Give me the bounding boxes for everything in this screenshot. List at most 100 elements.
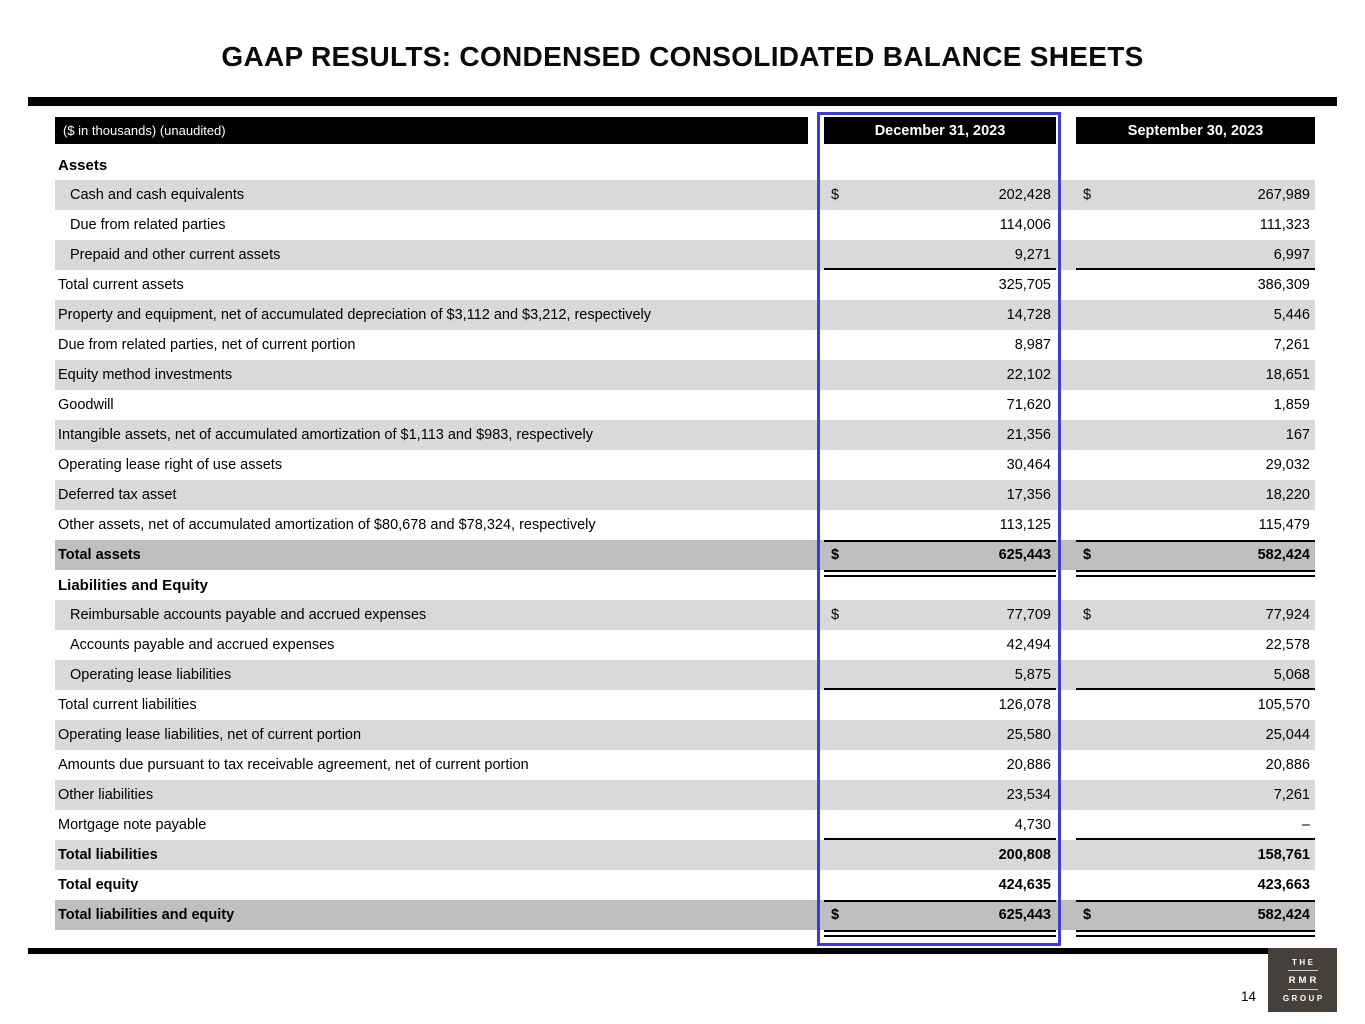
row-label: Due from related parties — [70, 217, 226, 233]
row-label: Reimbursable accounts payable and accrue… — [70, 607, 427, 623]
table-row: Operating lease liabilities, net of curr… — [55, 720, 1315, 750]
unit-note: ($ in thousands) (unaudited) — [55, 117, 808, 144]
amount: 23,534 — [1006, 787, 1051, 803]
amount: 111,323 — [1259, 217, 1310, 233]
footer-divider-rule — [28, 948, 1268, 954]
value-sep-30-2023: 18,651 — [1076, 360, 1315, 390]
amount: 30,464 — [1006, 457, 1051, 473]
logo-line-the: THE — [1292, 957, 1316, 967]
value-dec-31-2023: 126,078 — [824, 690, 1056, 720]
table-row: Reimbursable accounts payable and accrue… — [55, 600, 1315, 630]
value-sep-30-2023: 7,261 — [1076, 330, 1315, 360]
value-dec-31-2023: 17,356 — [824, 480, 1056, 510]
rmr-group-logo: THE RMR GROUP — [1268, 948, 1337, 1012]
amount: 17,356 — [1006, 487, 1051, 503]
amount: 77,924 — [1265, 607, 1310, 623]
amount: 113,125 — [999, 517, 1051, 533]
table-row: Total current liabilities 126,078 105,570 — [55, 690, 1315, 720]
dollar-sign: $ — [831, 907, 840, 923]
table-row: Total liabilities and equity $625,443 $582… — [55, 900, 1315, 937]
logo-divider — [1287, 989, 1318, 990]
title-divider-rule — [28, 97, 1337, 106]
value-dec-31-2023: 21,356 — [824, 420, 1056, 450]
value-dec-31-2023: 325,705 — [824, 270, 1056, 300]
value-sep-30-2023: 29,032 — [1076, 450, 1315, 480]
logo-divider — [1287, 970, 1318, 971]
table-row: Intangible assets, net of accumulated am… — [55, 420, 1315, 450]
column-header-september-30-2023: September 30, 2023 — [1076, 117, 1315, 144]
value-sep-30-2023: $77,924 — [1076, 600, 1315, 630]
page-number: 14 — [1240, 989, 1256, 1004]
table-row: Cash and cash equivalents $202,428 $267,98… — [55, 180, 1315, 210]
amount: 9,271 — [1014, 247, 1051, 263]
amount: 18,220 — [1265, 487, 1310, 503]
amount: 625,443 — [998, 547, 1051, 563]
amount: 22,578 — [1265, 637, 1310, 653]
amount: 6,997 — [1273, 247, 1310, 263]
column-header-december-31-2023: December 31, 2023 — [824, 117, 1056, 144]
value-sep-30-2023: 5,068 — [1076, 660, 1315, 690]
amount: 20,886 — [1006, 757, 1051, 773]
amount: 114,006 — [999, 217, 1051, 233]
amount: 21,356 — [1006, 427, 1051, 443]
dollar-sign: $ — [1083, 607, 1092, 623]
value-dec-31-2023: 42,494 — [824, 630, 1056, 660]
value-sep-30-2023: 111,323 — [1076, 210, 1315, 240]
row-label: Prepaid and other current assets — [70, 247, 281, 263]
table-row: Accounts payable and accrued expenses 42,… — [55, 630, 1315, 660]
value-sep-30-2023: 5,446 — [1076, 300, 1315, 330]
amount: 4,730 — [1014, 817, 1051, 833]
balance-sheet-rows: Assets Cash and cash equivalents $202,428 $… — [55, 150, 1315, 937]
value-sep-30-2023: 105,570 — [1076, 690, 1315, 720]
table-row: Mortgage note payable 4,730 – — [55, 810, 1315, 840]
row-label: Equity method investments — [58, 367, 233, 383]
value-dec-31-2023: 4,730 — [824, 810, 1056, 840]
table-row: Equity method investments 22,102 18,651 — [55, 360, 1315, 390]
page-title: GAAP RESULTS: CONDENSED CONSOLIDATED BAL… — [221, 41, 1144, 72]
amount: 625,443 — [998, 907, 1051, 923]
amount: 25,044 — [1265, 727, 1310, 743]
section-header-row: Liabilities and Equity — [55, 570, 1315, 600]
value-dec-31-2023: $202,428 — [824, 180, 1056, 210]
row-label: Operating lease liabilities — [70, 667, 232, 683]
amount: 582,424 — [1257, 907, 1310, 923]
table-row: Total equity 424,635 423,663 — [55, 870, 1315, 900]
value-sep-30-2023: 167 — [1076, 420, 1315, 450]
amount: 424,635 — [998, 877, 1051, 893]
row-label: Total assets — [58, 547, 141, 563]
amount: 267,989 — [1257, 187, 1310, 203]
value-sep-30-2023: 386,309 — [1076, 270, 1315, 300]
value-sep-30-2023: 20,886 — [1076, 750, 1315, 780]
value-dec-31-2023: 8,987 — [824, 330, 1056, 360]
row-label: Total liabilities — [58, 847, 158, 863]
row-label: Property and equipment, net of accumulat… — [58, 307, 652, 323]
dollar-sign: $ — [831, 607, 840, 623]
table-row: Operating lease right of use assets 30,46… — [55, 450, 1315, 480]
value-dec-31-2023: 424,635 — [824, 870, 1056, 900]
value-dec-31-2023: 20,886 — [824, 750, 1056, 780]
value-dec-31-2023: 5,875 — [824, 660, 1056, 690]
amount: 14,728 — [1006, 307, 1051, 323]
amount: 29,032 — [1265, 457, 1310, 473]
value-sep-30-2023: 1,859 — [1076, 390, 1315, 420]
table-row: Total assets $625,443 $582,424 — [55, 540, 1315, 577]
value-dec-31-2023: 114,006 — [824, 210, 1056, 240]
table-header-row: ($ in thousands) (unaudited) December 31… — [55, 117, 1315, 144]
amount: 115,479 — [1258, 517, 1310, 533]
row-label: Operating lease right of use assets — [58, 457, 283, 473]
value-dec-31-2023: 14,728 — [824, 300, 1056, 330]
value-dec-31-2023: 25,580 — [824, 720, 1056, 750]
value-sep-30-2023: 423,663 — [1076, 870, 1315, 900]
amount: 71,620 — [1006, 397, 1051, 413]
amount: 200,808 — [998, 847, 1051, 863]
value-sep-30-2023: $582,424 — [1076, 900, 1315, 937]
amount: 20,886 — [1265, 757, 1310, 773]
table-row: Due from related parties, net of current… — [55, 330, 1315, 360]
table-row: Amounts due pursuant to tax receivable a… — [55, 750, 1315, 780]
table-row: Total current assets 325,705 386,309 — [55, 270, 1315, 300]
row-label: Intangible assets, net of accumulated am… — [58, 427, 593, 443]
value-sep-30-2023: 25,044 — [1076, 720, 1315, 750]
value-dec-31-2023: 22,102 — [824, 360, 1056, 390]
row-label: Accounts payable and accrued expenses — [70, 637, 335, 653]
amount: 1,859 — [1273, 397, 1310, 413]
